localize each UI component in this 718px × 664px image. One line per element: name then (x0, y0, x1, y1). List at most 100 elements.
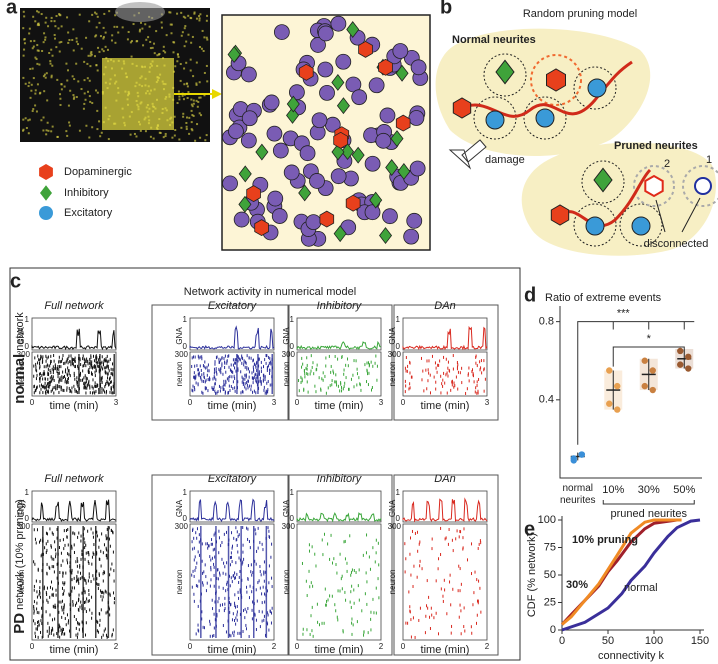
neuron-spot (190, 103, 193, 106)
spike (250, 563, 252, 567)
neuron-spot (145, 38, 148, 41)
spike (442, 384, 444, 388)
neuron-spot (147, 36, 150, 39)
inhibitory-cell (385, 159, 399, 176)
spike (304, 375, 306, 379)
spike (89, 357, 91, 361)
panel-b-title: Random pruning model (523, 8, 637, 20)
neuron-spot (173, 115, 176, 118)
neuron-spot (183, 27, 186, 30)
spike (209, 622, 211, 626)
spike (82, 354, 84, 358)
x-tick-label: 30% (638, 484, 660, 496)
axis-label: GNA (282, 499, 291, 517)
spike (409, 609, 411, 613)
neuron-spot (32, 15, 35, 18)
spike (263, 614, 265, 618)
axis-label: time (min) (315, 400, 364, 412)
spike (444, 588, 446, 592)
spike (37, 635, 39, 639)
spike (245, 361, 247, 365)
spike (86, 386, 88, 390)
spike (217, 568, 219, 572)
spike (66, 372, 68, 376)
spike (94, 381, 96, 385)
spike (106, 360, 108, 364)
spike (269, 357, 271, 361)
neuron-spot (82, 107, 85, 110)
spike (77, 384, 79, 388)
spike (484, 377, 486, 381)
spike (105, 366, 107, 370)
spike (84, 541, 86, 545)
spike (263, 385, 265, 389)
spike (352, 373, 354, 377)
spike (85, 364, 87, 368)
spike (314, 384, 316, 388)
spike (353, 359, 355, 363)
spike (77, 632, 79, 636)
spike (101, 387, 103, 391)
neuron-spot (27, 85, 30, 88)
spike (256, 599, 258, 603)
spike (267, 388, 269, 392)
spike (247, 527, 249, 531)
spike (198, 372, 200, 376)
legend-icon (39, 206, 53, 220)
neuron-spot (34, 89, 37, 92)
spike (81, 607, 83, 611)
spike (424, 631, 426, 635)
spike (103, 591, 105, 595)
spike (464, 629, 466, 633)
spike (405, 557, 407, 561)
spike (260, 366, 262, 370)
spike (77, 622, 79, 626)
spike (359, 383, 361, 387)
spike (74, 389, 76, 393)
group-bracket (602, 500, 695, 505)
neuron-spot (189, 69, 192, 72)
spike (33, 374, 35, 378)
spike (355, 571, 357, 575)
spike (430, 606, 432, 610)
spike (71, 359, 73, 363)
excitatory-cell (289, 84, 305, 101)
neuron-spot (77, 80, 80, 83)
neuron-spot (192, 102, 195, 105)
raster-box (31, 351, 117, 397)
spike (365, 551, 367, 555)
excitatory-cell (283, 164, 300, 181)
tick-label: 3 (272, 398, 277, 407)
spike (259, 541, 261, 545)
spike (191, 540, 193, 544)
spike (331, 561, 333, 565)
spike (305, 579, 307, 583)
spike (367, 383, 369, 387)
spike (350, 590, 352, 594)
spike (35, 377, 37, 381)
spike (47, 364, 49, 368)
spike (270, 621, 272, 625)
data-point (614, 382, 621, 390)
neuron-spot (198, 19, 201, 22)
spike (197, 604, 199, 608)
spike (252, 381, 254, 385)
spike (110, 367, 112, 371)
spike (61, 586, 63, 590)
spike (239, 357, 241, 361)
tick-label: 0 (401, 642, 406, 651)
neuron-spot (47, 129, 50, 132)
spike (106, 556, 108, 560)
axis-label: GNA (388, 327, 397, 345)
neuron-spot (102, 26, 105, 29)
spike (78, 577, 80, 581)
y-tick-label: 0.8 (539, 316, 554, 328)
spike (88, 561, 90, 565)
spike (268, 581, 270, 585)
spike (261, 592, 263, 596)
spike (427, 368, 429, 372)
neuron-spot (59, 93, 62, 96)
spike (335, 373, 337, 377)
neuron-spot (58, 50, 61, 53)
spike (350, 605, 352, 609)
